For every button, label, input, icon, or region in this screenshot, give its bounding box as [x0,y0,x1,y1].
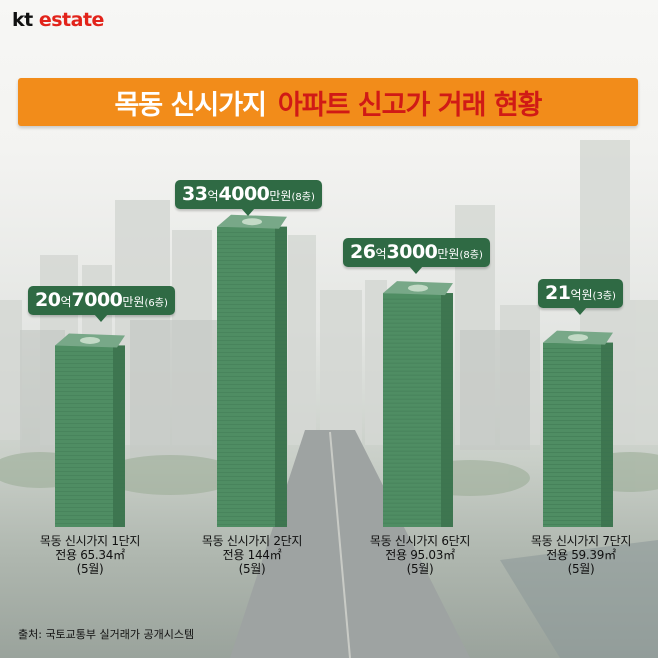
caption-4: 목동 신시가지 7단지 전용 59.39㎡ (5월) [506,534,656,576]
brand-estate: estate [38,9,105,31]
price-label-2: 33억4000만원(8층) [175,180,322,216]
river [500,540,658,658]
area-2: 전용 144㎡ [222,548,282,562]
price-stacks [55,214,613,527]
price-stack-2 [217,214,287,527]
complex-name-3: 목동 신시가지 6단지 [369,534,471,548]
area-4: 전용 59.39㎡ [546,548,616,562]
complex-name-4: 목동 신시가지 7단지 [530,534,632,548]
price-label-4: 21억원(3층) [538,279,623,315]
price-label-1: 20억7000만원(6층) [28,286,175,322]
road-center-line [329,431,351,658]
month-4: (5월) [567,562,595,576]
caption-3: 목동 신시가지 6단지 전용 95.03㎡ (5월) [345,534,495,576]
area-1: 전용 65.34㎡ [55,548,125,562]
area-3: 전용 95.03㎡ [385,548,455,562]
month-3: (5월) [406,562,434,576]
price-stack-4 [543,330,613,527]
city-buildings-near [20,320,530,460]
price-stack-1 [55,333,125,527]
complex-name-1: 목동 신시가지 1단지 [39,534,141,548]
month-1: (5월) [76,562,104,576]
brand-logo: kt estate [12,9,104,31]
caption-1: 목동 신시가지 1단지 전용 65.34㎡ (5월) [15,534,165,576]
brand-kt: kt [12,9,33,31]
title-banner: 목동 신시가지 아파트 신고가 거래 현황 [18,78,638,126]
complex-name-2: 목동 신시가지 2단지 [201,534,303,548]
title-part2: 아파트 신고가 거래 현황 [277,89,543,121]
price-label-3: 26억3000만원(8층) [343,238,490,274]
month-2: (5월) [238,562,266,576]
price-stack-3 [383,281,453,527]
caption-2: 목동 신시가지 2단지 전용 144㎡ (5월) [177,534,327,576]
source-note: 출처: 국토교통부 실거래가 공개시스템 [18,628,195,641]
title-part1: 목동 신시가지 [114,89,266,121]
road [230,430,470,658]
